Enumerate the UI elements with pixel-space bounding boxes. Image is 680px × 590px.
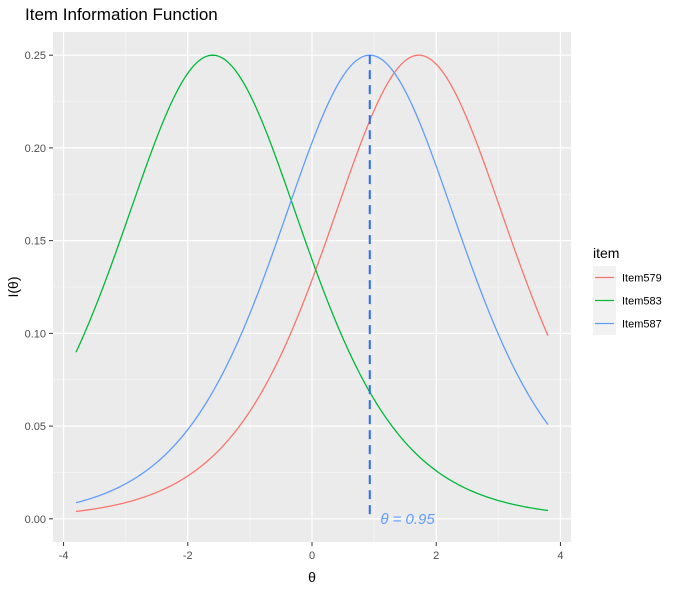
legend-label: Item579 xyxy=(622,273,662,285)
chart-title: Item Information Function xyxy=(25,5,218,24)
series-line-item587 xyxy=(75,54,549,504)
theta-annotation: θ = 0.95 xyxy=(380,511,435,528)
series-lines xyxy=(75,54,549,513)
y-axis: 0.00 0.05 0.10 0.15 0.20 0.25 xyxy=(25,50,53,526)
legend-label: Item583 xyxy=(622,296,662,308)
series-line-item579 xyxy=(75,54,549,513)
y-axis-title: I(θ) xyxy=(5,277,21,298)
legend-label: Item587 xyxy=(622,319,662,331)
series-line-item583 xyxy=(75,54,549,512)
legend: item Item579 Item583 Item587 xyxy=(593,245,662,335)
y-tick-label: 0.25 xyxy=(25,50,46,62)
y-tick-label: 0.15 xyxy=(25,236,46,248)
y-tick-label: 0.20 xyxy=(25,143,46,155)
x-tick-label: 2 xyxy=(433,550,439,562)
y-tick-label: 0.05 xyxy=(25,421,46,433)
legend-item-item587: Item587 xyxy=(593,312,662,335)
legend-item-item579: Item579 xyxy=(593,266,662,289)
grid-major xyxy=(53,32,571,542)
x-tick-label: 4 xyxy=(557,550,563,562)
y-tick-label: 0.00 xyxy=(25,514,46,526)
x-tick-label: -2 xyxy=(183,550,193,562)
x-tick-label: 0 xyxy=(309,550,315,562)
x-axis: -4 -2 0 2 4 xyxy=(59,542,564,562)
y-tick-label: 0.10 xyxy=(25,328,46,340)
x-axis-title: θ xyxy=(308,569,316,585)
legend-item-item583: Item583 xyxy=(593,289,662,312)
legend-title: item xyxy=(593,245,619,261)
x-tick-label: -4 xyxy=(59,550,69,562)
